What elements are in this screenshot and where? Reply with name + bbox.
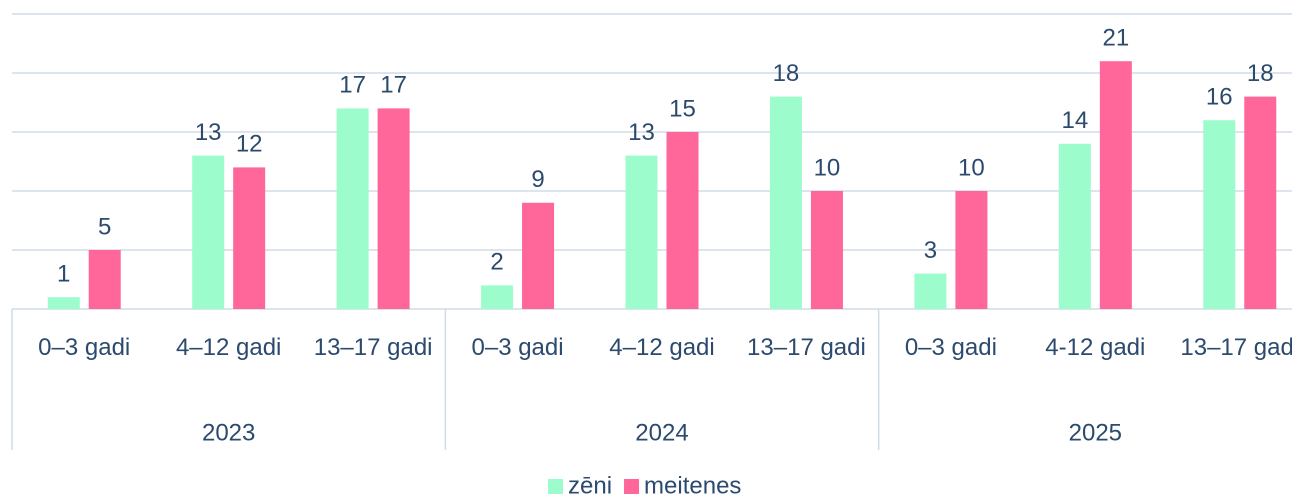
data-label: 12 bbox=[236, 131, 263, 158]
data-label: 10 bbox=[958, 154, 985, 181]
group-label: 2024 bbox=[635, 419, 688, 446]
data-label: 18 bbox=[1247, 60, 1274, 87]
legend-label: meitenes bbox=[644, 472, 741, 498]
legend-swatch bbox=[624, 479, 640, 494]
x-tick-label: 0–3 gadi bbox=[38, 334, 131, 361]
data-label: 2 bbox=[490, 249, 503, 276]
bar bbox=[1244, 96, 1277, 309]
bar bbox=[1099, 61, 1132, 310]
data-label: 21 bbox=[1102, 25, 1129, 52]
x-tick-label: 13–17 gadi bbox=[313, 334, 433, 361]
bar bbox=[1058, 143, 1091, 309]
data-label: 1 bbox=[57, 261, 70, 288]
data-label: 5 bbox=[98, 213, 111, 240]
bar bbox=[666, 132, 699, 309]
bar bbox=[810, 191, 843, 309]
data-label: 18 bbox=[773, 60, 800, 87]
bar bbox=[955, 191, 988, 309]
bar bbox=[47, 297, 80, 309]
group-label: 2023 bbox=[202, 419, 255, 446]
data-label: 10 bbox=[814, 154, 841, 181]
data-label: 17 bbox=[339, 72, 366, 99]
data-label: 14 bbox=[1061, 107, 1088, 134]
x-tick-label: 13–17 gadi bbox=[1180, 334, 1292, 361]
bar bbox=[377, 108, 410, 310]
bar bbox=[233, 167, 266, 309]
bar bbox=[522, 202, 555, 309]
bar bbox=[192, 155, 225, 309]
data-label: 15 bbox=[669, 95, 696, 122]
x-tick-label: 4–12 gadi bbox=[175, 334, 282, 361]
bar bbox=[481, 285, 514, 309]
x-tick-label: 4–12 gadi bbox=[609, 334, 715, 361]
group-label: 2025 bbox=[1069, 419, 1122, 446]
x-tick-label: 0–3 gadi bbox=[471, 334, 564, 361]
bar bbox=[88, 250, 121, 309]
data-label: 9 bbox=[531, 166, 544, 193]
data-label: 17 bbox=[380, 72, 407, 99]
bar bbox=[1203, 120, 1236, 309]
data-label: 13 bbox=[628, 119, 655, 146]
x-tick-label: 0–3 gadi bbox=[904, 334, 997, 361]
bar bbox=[914, 273, 947, 309]
bar bbox=[336, 108, 369, 310]
x-tick-label: 4-12 gadi bbox=[1045, 334, 1146, 361]
bar bbox=[769, 96, 802, 309]
data-label: 16 bbox=[1206, 84, 1233, 111]
x-tick-label: 13–17 gadi bbox=[747, 334, 866, 361]
data-label: 13 bbox=[195, 119, 222, 146]
bar bbox=[625, 155, 658, 309]
legend-label: zēni bbox=[568, 472, 612, 498]
legend-swatch bbox=[548, 479, 563, 494]
data-label: 3 bbox=[924, 237, 937, 264]
